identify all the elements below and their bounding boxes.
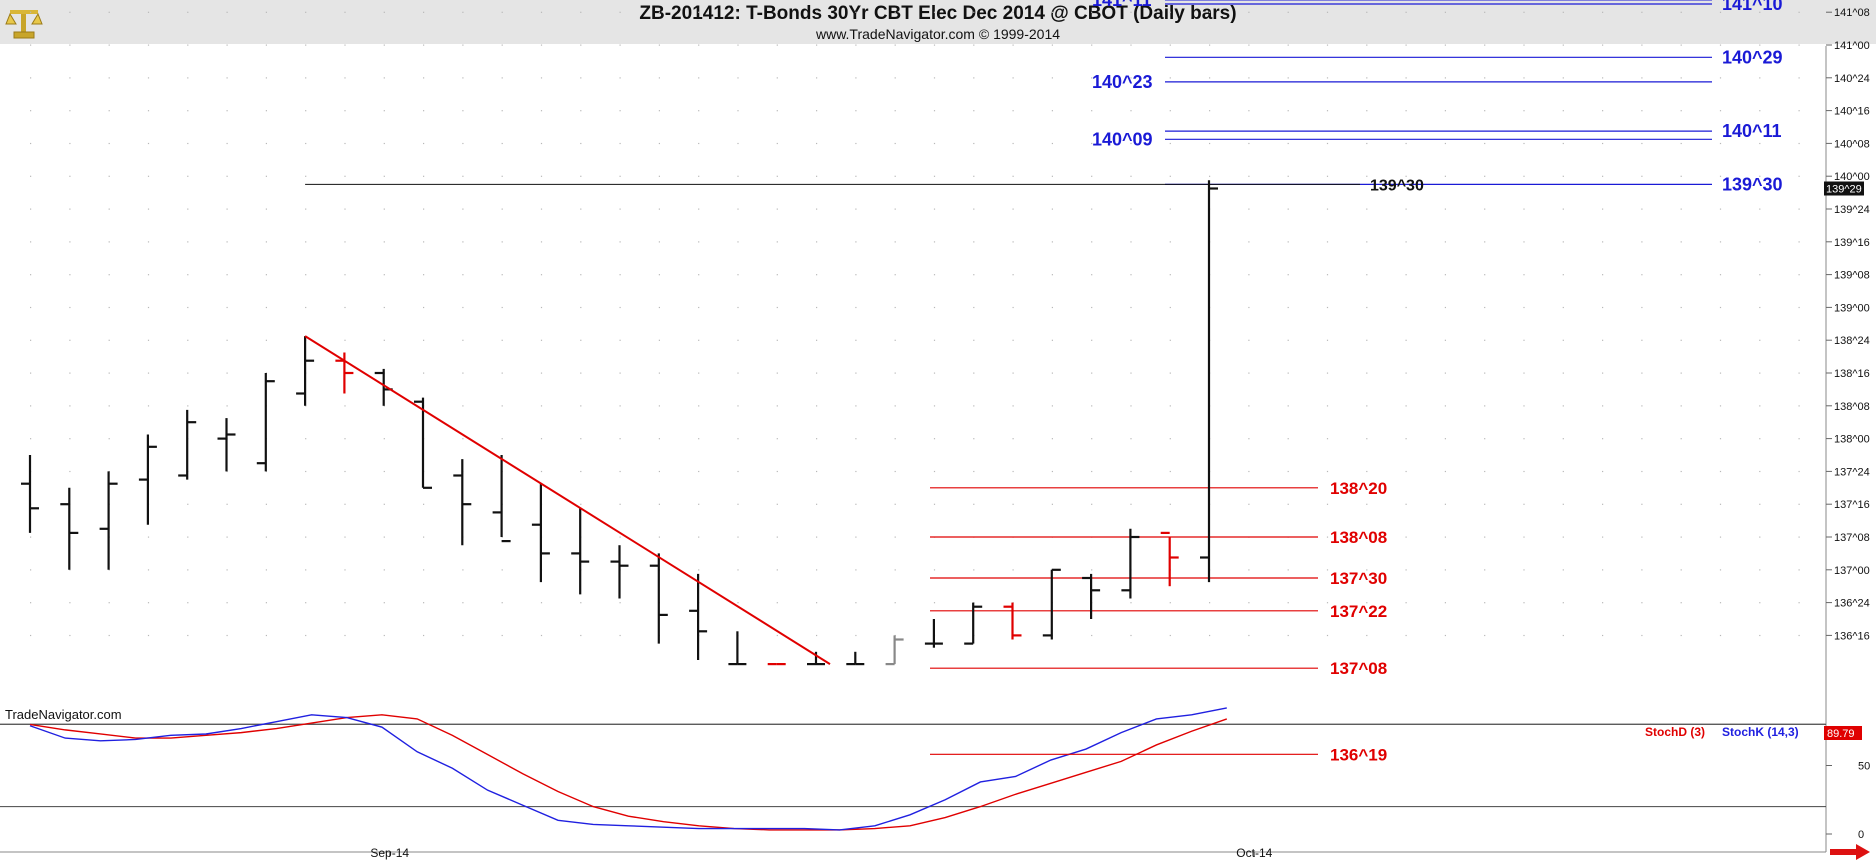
blue-level-label: 140^23 xyxy=(1092,72,1153,92)
legend-stochd: StochD (3) xyxy=(1645,725,1705,739)
price-tick-label: 138^08 xyxy=(1834,401,1870,413)
blue-level-label: 140^29 xyxy=(1722,47,1783,67)
price-levels: 141^11 141^10 140^29 140^23 140^11 140^09 139^… xyxy=(930,0,1783,764)
gold-scale-logo-icon xyxy=(5,10,43,39)
last-price-label: 139^29 xyxy=(1826,184,1862,196)
ohlc-bar xyxy=(99,471,118,570)
stoch-tick-label: 0 xyxy=(1858,829,1864,841)
ohlc-bar xyxy=(807,651,825,666)
stoch-last-box xyxy=(1824,726,1862,740)
ohlc-bar xyxy=(60,487,79,570)
legend-stochk: StochK (14,3) xyxy=(1722,725,1799,739)
price-tick-label: 138^16 xyxy=(1834,368,1870,380)
red-level-label: 138^20 xyxy=(1330,479,1387,498)
red-level-label: 137^30 xyxy=(1330,569,1387,588)
ohlc-bar xyxy=(610,545,629,599)
price-tick-label: 141^08 xyxy=(1834,7,1870,19)
red-level-label: 137^22 xyxy=(1330,602,1387,621)
price-tick-label: 139^16 xyxy=(1834,237,1870,249)
ohlc-bar xyxy=(1082,573,1101,619)
ohlc-bar xyxy=(21,455,39,533)
blue-level-label: 139^30 xyxy=(1722,174,1783,194)
time-axis-label: Sep-14 xyxy=(370,846,409,860)
chart-subtitle: www.TradeNavigator.com © 1999-2014 xyxy=(815,26,1061,42)
price-tick-label: 137^08 xyxy=(1834,532,1870,544)
ohlc-bar xyxy=(1121,528,1140,599)
red-right-arrow-icon[interactable] xyxy=(1830,844,1870,860)
ohlc-bar xyxy=(1042,568,1061,640)
ohlc-bar xyxy=(178,409,197,480)
price-bars xyxy=(21,180,1218,666)
price-tick-label: 137^24 xyxy=(1834,466,1870,478)
price-tick-label: 138^24 xyxy=(1834,335,1870,347)
price-tick-label: 138^00 xyxy=(1834,434,1870,446)
price-tick-label: 139^24 xyxy=(1834,204,1870,216)
chart-title: ZB-201412: T-Bonds 30Yr CBT Elec Dec 201… xyxy=(639,3,1237,24)
price-tick-label: 137^00 xyxy=(1834,565,1870,577)
ohlc-bar xyxy=(217,418,236,472)
ohlc-bar xyxy=(846,651,865,666)
red-level-label: 137^08 xyxy=(1330,659,1387,678)
stoch-series-line xyxy=(29,714,1228,831)
time-axis-label: Oct-14 xyxy=(1236,846,1272,860)
stoch-tick-label: 50 xyxy=(1858,761,1870,773)
ohlc-bar xyxy=(689,573,708,660)
price-tick-label: 139^08 xyxy=(1834,270,1870,282)
ohlc-bar xyxy=(256,373,275,472)
ohlc-bar xyxy=(531,483,550,583)
last-price-box xyxy=(1824,181,1864,196)
price-tick-label: 140^24 xyxy=(1834,73,1870,85)
ohlc-bar xyxy=(571,508,590,595)
ohlc-bar xyxy=(649,553,668,644)
price-tick-label: 140^00 xyxy=(1834,171,1870,183)
annotations: 139^30 xyxy=(304,177,1424,665)
watermark: TradeNavigator.com xyxy=(5,707,122,722)
price-panel xyxy=(0,46,1826,723)
ohlc-bar xyxy=(1003,602,1022,640)
ohlc-bar xyxy=(728,631,747,666)
price-tick-label: 137^16 xyxy=(1834,499,1870,511)
ohlc-bar xyxy=(924,619,943,648)
stoch-series-line xyxy=(29,707,1227,831)
price-tick-label: 140^16 xyxy=(1834,106,1870,118)
blue-level-label: 141^10 xyxy=(1722,0,1783,14)
price-tick-label: 139^00 xyxy=(1834,302,1870,314)
price-axis: 136^16 136^24 137^00 137^08 137^16 137^24 138^… xyxy=(1824,7,1870,852)
blue-level-label: 141^11 xyxy=(1092,0,1152,10)
ohlc-bar xyxy=(453,459,472,546)
price-tick-label: 136^16 xyxy=(1834,630,1870,642)
title-bar xyxy=(0,0,1876,44)
price-tick-label: 140^08 xyxy=(1834,138,1870,150)
blue-level-label: 140^09 xyxy=(1092,129,1153,149)
ohlc-bar xyxy=(414,397,432,489)
red-level-label: 138^08 xyxy=(1330,528,1387,547)
stochastic-panel: 0 50 StochD (3) StochK (14,3) 89.79 xyxy=(0,707,1870,853)
high-line-label: 139^30 xyxy=(1370,177,1424,194)
ohlc-bar xyxy=(1160,531,1179,587)
ohlc-bar xyxy=(885,635,904,666)
red-level-label: 136^19 xyxy=(1330,745,1387,764)
ohlc-bar xyxy=(964,602,983,645)
ohlc-bar xyxy=(296,336,315,406)
blue-level-label: 140^11 xyxy=(1722,121,1782,141)
time-axis: Sep-14 Oct-14 xyxy=(370,846,1272,860)
price-tick-label: 136^24 xyxy=(1834,598,1870,610)
ohlc-bar xyxy=(138,434,157,525)
trendline xyxy=(304,335,831,665)
ohlc-bar xyxy=(1200,180,1218,583)
ohlc-bar xyxy=(492,455,511,543)
stoch-last-label: 89.79 xyxy=(1827,728,1855,740)
price-tick-label: 141^00 xyxy=(1834,40,1870,52)
